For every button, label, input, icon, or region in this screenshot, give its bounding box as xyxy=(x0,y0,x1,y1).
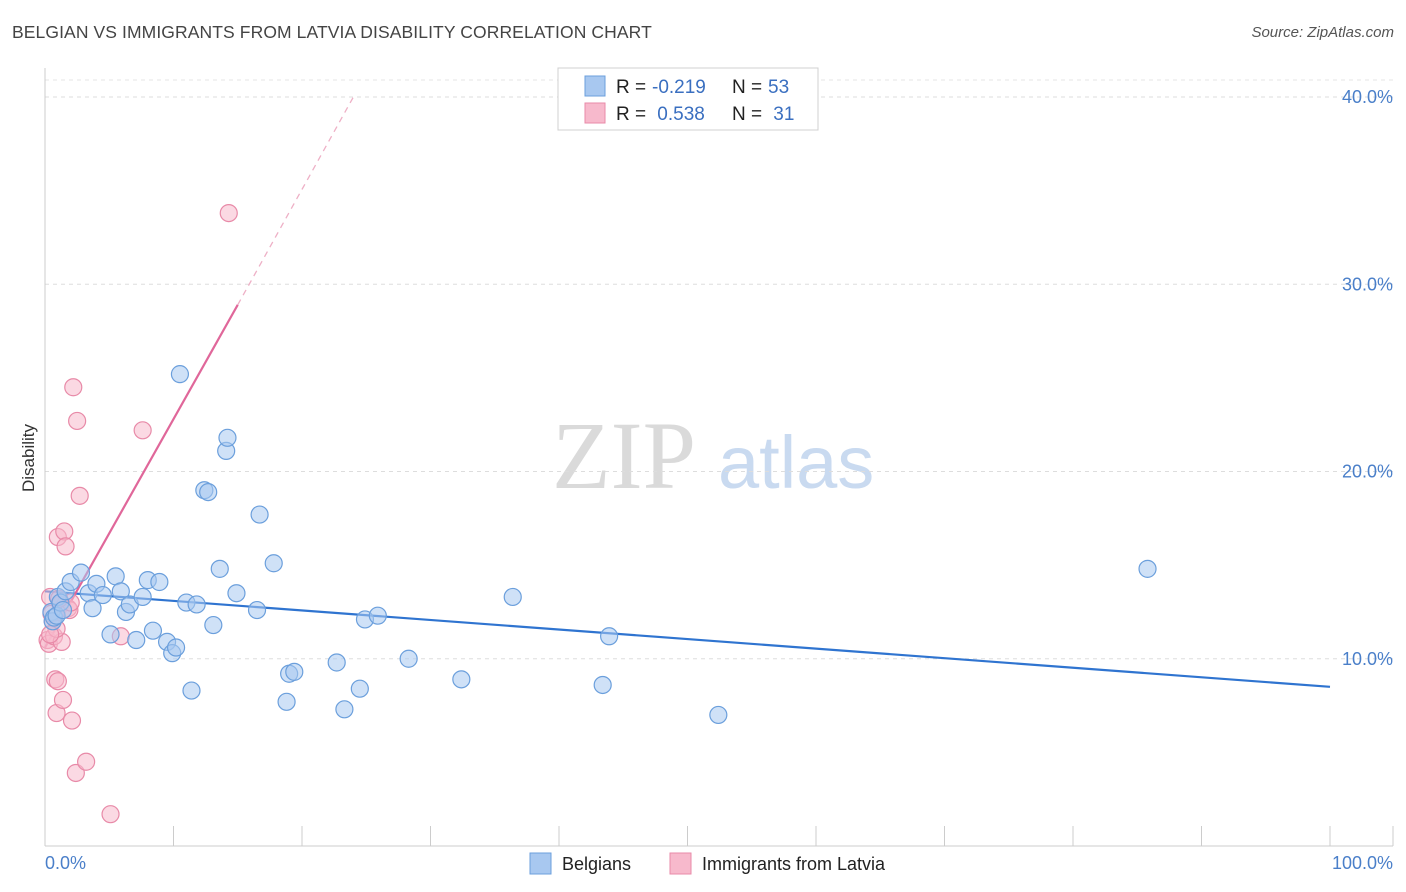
y-tick-label: 20.0% xyxy=(1342,462,1393,482)
belgian-point xyxy=(600,627,619,646)
legend-n-label-2: N = xyxy=(732,104,762,125)
y-tick-label: 40.0% xyxy=(1342,87,1393,107)
belgian-point xyxy=(210,559,229,578)
belgian-point xyxy=(71,563,91,582)
bottom-legend-latvia: Immigrants from Latvia xyxy=(702,854,886,874)
belgian-point xyxy=(452,670,471,689)
belgian-point xyxy=(399,649,418,668)
axes: 10.0% 20.0% 30.0% 40.0% 0.0% 100.0% xyxy=(44,68,1394,873)
latvia-point xyxy=(55,522,74,541)
legend-r-value-2: 0.538 xyxy=(652,104,705,125)
latvia-point xyxy=(66,763,85,783)
belgian-point xyxy=(285,662,304,681)
y-tick-label: 30.0% xyxy=(1342,274,1393,294)
legend-n-value-2: 31 xyxy=(768,104,794,125)
belgians-trend-line xyxy=(44,590,1331,688)
belgian-point xyxy=(593,675,612,695)
watermark-zip: ZIP xyxy=(552,402,696,509)
y-axis-label: Disability xyxy=(19,423,38,492)
latvia-trend-line xyxy=(44,304,239,649)
latvia-point xyxy=(133,421,152,440)
belgian-point xyxy=(143,621,163,640)
bottom-legend-swatch-belgians xyxy=(529,852,552,875)
belgian-point xyxy=(111,582,130,601)
watermark-atlas: atlas xyxy=(718,421,874,504)
belgian-point xyxy=(327,653,346,672)
latvia-points xyxy=(38,203,238,824)
latvia-point xyxy=(64,378,83,397)
latvia-point xyxy=(56,537,75,556)
latvia-point xyxy=(48,672,67,691)
legend-r-label-1: R = xyxy=(616,77,646,98)
belgian-point xyxy=(127,630,146,650)
legend-swatch-belgians xyxy=(584,75,606,97)
chart-title: BELGIAN VS IMMIGRANTS FROM LATVIA DISABI… xyxy=(12,22,652,42)
belgian-point xyxy=(247,600,267,620)
belgian-point xyxy=(503,587,522,607)
belgian-point xyxy=(166,638,186,657)
belgian-point xyxy=(709,705,728,725)
belgian-point xyxy=(250,505,269,524)
gridlines xyxy=(45,79,1393,660)
belgian-point xyxy=(227,584,246,603)
belgian-point xyxy=(53,600,73,620)
belgian-point xyxy=(93,585,112,605)
series-legend: Belgians Immigrants from Latvia xyxy=(529,852,886,875)
belgian-point xyxy=(350,679,369,698)
x-tick-label-min: 0.0% xyxy=(45,853,86,873)
legend-swatch-latvia xyxy=(584,102,606,124)
belgian-point xyxy=(101,625,120,644)
belgian-point xyxy=(150,572,169,592)
legend-n-label-1: N = xyxy=(732,77,762,98)
latvia-point xyxy=(101,805,120,824)
belgian-point xyxy=(277,692,296,711)
bottom-legend-belgians: Belgians xyxy=(562,854,631,874)
latvia-point xyxy=(77,752,96,771)
belgian-point xyxy=(182,681,201,700)
belgian-point xyxy=(204,615,223,635)
legend-r-label-2: R = xyxy=(616,104,646,125)
bottom-legend-swatch-latvia xyxy=(669,852,692,875)
latvia-point xyxy=(62,711,82,730)
belgian-point xyxy=(83,599,102,618)
belgian-point xyxy=(187,595,206,614)
legend-r-value-1: -0.219 xyxy=(652,77,706,98)
latvia-point xyxy=(70,486,89,505)
belgian-points xyxy=(42,365,1157,725)
correlation-legend: R = -0.219 N = 53 R = 0.538 N = 31 xyxy=(557,67,819,131)
belgian-point xyxy=(199,482,218,502)
y-tick-label: 10.0% xyxy=(1342,649,1393,669)
belgian-point xyxy=(264,554,283,573)
latvia-point xyxy=(68,411,87,431)
belgian-point xyxy=(218,428,237,447)
belgian-point xyxy=(170,365,190,384)
latvia-trend-extension xyxy=(237,96,354,306)
x-tick-label-max: 100.0% xyxy=(1332,853,1393,873)
legend-n-value-1: 53 xyxy=(768,77,789,98)
belgian-point xyxy=(368,606,387,625)
belgian-point xyxy=(1138,559,1157,578)
source-credit: Source: ZipAtlas.com xyxy=(1251,24,1394,41)
belgian-point xyxy=(335,700,354,719)
latvia-point xyxy=(53,690,73,710)
belgian-point xyxy=(133,587,152,607)
latvia-point xyxy=(219,203,238,223)
